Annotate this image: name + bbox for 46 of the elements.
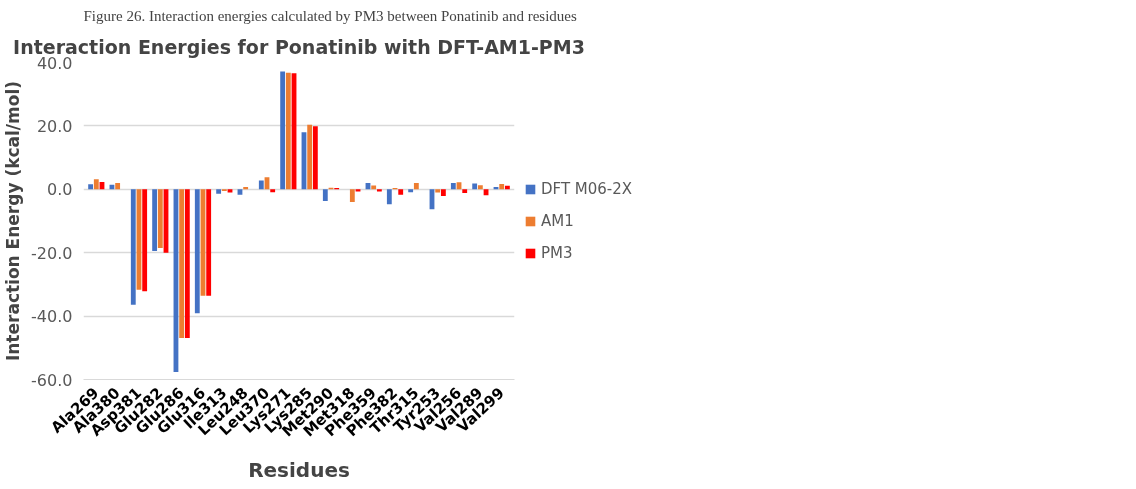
bar (413, 182, 419, 190)
bar (462, 189, 468, 194)
bar (435, 189, 441, 193)
bar (194, 189, 200, 314)
legend-label: DFT M06-2X (541, 179, 633, 198)
bar (258, 180, 264, 190)
bar (243, 187, 249, 190)
x-axis-title: Residues (248, 457, 350, 482)
caption: Figure 26. Interaction energies calculated by PM3 between Ponatinib and residues (83, 7, 577, 24)
bar (450, 182, 456, 190)
bar (115, 182, 121, 190)
bar (152, 189, 158, 252)
bar (440, 189, 446, 196)
bar (184, 189, 190, 338)
bar (312, 126, 318, 190)
legend-label: AM1 (541, 211, 574, 230)
bar (285, 72, 291, 190)
y-tick-label: -40.0 (31, 307, 73, 327)
bar (371, 185, 377, 190)
bar (398, 189, 404, 195)
bar (142, 189, 148, 292)
bar (376, 189, 382, 192)
bar (88, 184, 94, 190)
bar (237, 189, 243, 195)
bar (477, 185, 483, 190)
bar (386, 189, 392, 205)
bar (179, 189, 185, 338)
bar (499, 183, 505, 190)
bar (322, 189, 328, 202)
bar (408, 189, 414, 193)
bar (270, 189, 276, 193)
y-tick-label: 20.0 (36, 116, 73, 136)
bar (216, 189, 222, 194)
bar (355, 189, 361, 192)
bar (206, 189, 212, 296)
bar (280, 71, 286, 190)
bar (130, 189, 136, 305)
bar (307, 124, 313, 190)
y-axis-title: Interaction Energy (kcal/mol) (3, 80, 24, 362)
y-tick-label: -20.0 (31, 243, 73, 263)
bar (349, 189, 355, 202)
bar (157, 189, 163, 248)
y-tick-label: -60.0 (31, 370, 73, 390)
legend-label: PM3 (541, 243, 573, 262)
y-tick-label: 0.0 (47, 180, 73, 200)
bar (93, 179, 99, 190)
